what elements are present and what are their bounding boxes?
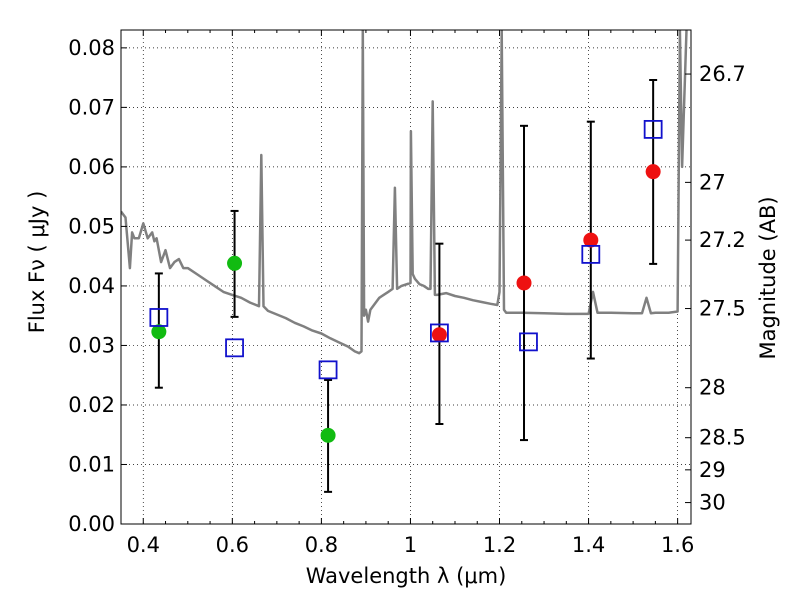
- y-tick-label: 0.00: [68, 512, 115, 536]
- green-data-point: [227, 255, 243, 271]
- right-axis-label: Magnitude (AB): [756, 196, 780, 359]
- right-tick-label: 27.5: [699, 297, 746, 321]
- x-tick-label: 0.8: [305, 533, 338, 557]
- x-tick-label: 1.6: [661, 533, 694, 557]
- green-data-point: [151, 324, 167, 340]
- red-data-point: [583, 232, 599, 248]
- blue-square-marker: [643, 119, 663, 139]
- y-tick-label: 0.08: [68, 36, 115, 60]
- right-tick-label: 27.2: [699, 228, 746, 252]
- plot-data-layer: [121, 30, 688, 493]
- model-spectrum-line: [121, 30, 688, 355]
- blue-square-marker: [225, 338, 244, 358]
- x-tick-label: 0.4: [127, 533, 160, 557]
- plot-area-frame: [120, 29, 692, 525]
- blue-square-marker: [581, 244, 601, 264]
- y-tick-label: 0.02: [68, 393, 115, 417]
- x-tick-label: 0.6: [216, 533, 249, 557]
- red-data-point: [516, 275, 532, 291]
- y-tick-label: 0.06: [68, 155, 115, 179]
- y-tick-label: 0.05: [68, 214, 115, 238]
- y-tick-label: 0.03: [68, 333, 115, 357]
- right-tick-label: 27: [699, 170, 726, 194]
- right-tick-label: 26.7: [699, 62, 746, 86]
- red-data-point: [645, 164, 661, 180]
- blue-square-marker: [318, 360, 338, 380]
- y-tick-label: 0.04: [68, 274, 115, 298]
- x-axis-label: Wavelength λ (μm): [306, 564, 507, 588]
- y-axis-label: Flux Fν ( μJy ): [25, 191, 49, 334]
- y-tick-label: 0.01: [68, 452, 115, 476]
- right-tick-label: 28: [699, 376, 726, 400]
- right-tick-label: 30: [699, 491, 726, 515]
- x-tick-label: 1: [404, 533, 417, 557]
- green-data-point: [320, 427, 336, 443]
- blue-square-marker: [519, 332, 538, 352]
- red-data-point: [431, 327, 447, 343]
- right-tick-label: 28.5: [699, 426, 746, 450]
- blue-square-marker: [429, 323, 449, 343]
- y-tick-label: 0.07: [68, 95, 115, 119]
- x-tick-label: 1.4: [572, 533, 605, 557]
- right-tick-label: 29: [699, 458, 726, 482]
- axis-ticks: 0.4 0.6 0.8 1 1.2 1.4 1.6 0.00 0.01 0.02 0.03 0.04 0…: [68, 30, 746, 557]
- x-tick-label: 1.2: [483, 533, 516, 557]
- blue-square-marker: [149, 308, 169, 327]
- grid: [121, 30, 691, 525]
